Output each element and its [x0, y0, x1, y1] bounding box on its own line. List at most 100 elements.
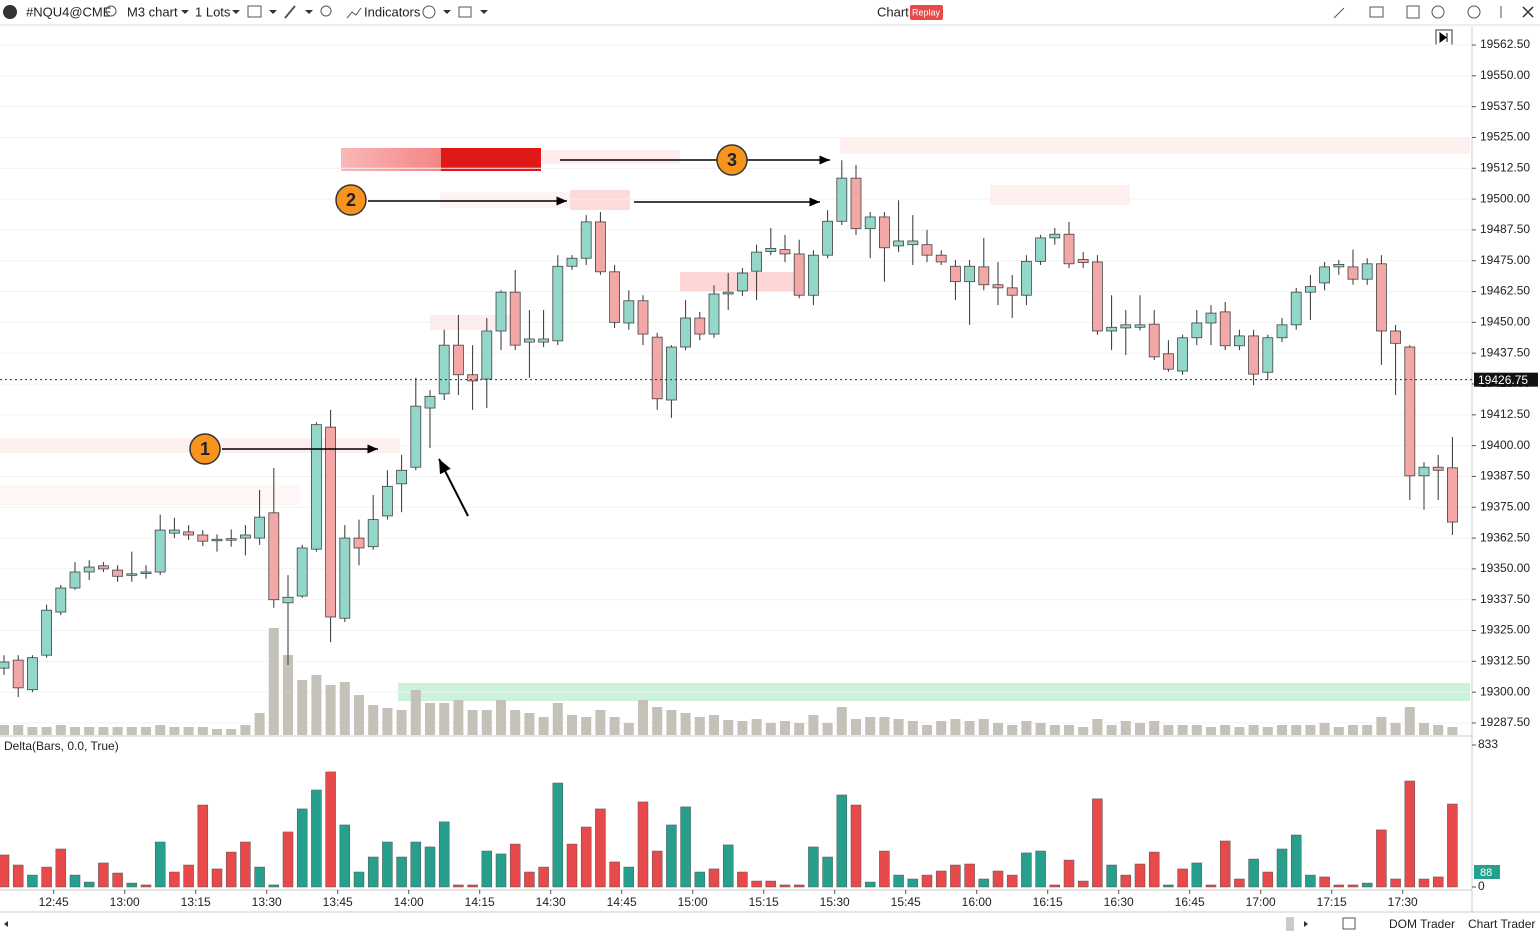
candle-body [83, 566, 95, 573]
delta-bar [296, 808, 308, 888]
window-controls[interactable] [1333, 5, 1534, 19]
candle-body [1333, 264, 1345, 268]
volume-bar [978, 719, 989, 735]
volume-bar [98, 727, 109, 735]
heatmap [0, 138, 1470, 701]
candle-body [69, 571, 81, 589]
candle-body [978, 266, 990, 286]
delta-bar [1390, 878, 1401, 888]
delta-bar [481, 850, 493, 888]
candle-body [850, 177, 862, 230]
volume-bar [808, 715, 819, 735]
draw-icon[interactable] [284, 5, 296, 19]
candle-body [1234, 335, 1245, 347]
candle-body [580, 221, 592, 259]
candle-body [1205, 312, 1217, 324]
y-tick-label: 19312.50 [1480, 654, 1530, 668]
volume-bar [510, 710, 521, 735]
candle-body [992, 284, 1004, 289]
y-tick-label: 19387.50 [1480, 469, 1530, 483]
candle-body [907, 240, 919, 246]
candle-body [623, 300, 635, 324]
current-price-box [1474, 372, 1538, 387]
y-tick-label: 19400.00 [1480, 438, 1530, 452]
volume-bar [141, 727, 151, 735]
candle-body [808, 254, 819, 296]
volume-bar [1390, 723, 1401, 735]
delta-bar [1347, 884, 1359, 888]
volume-bar [354, 695, 364, 735]
indicators-icon[interactable] [346, 7, 362, 19]
delta-bar [382, 841, 393, 888]
delta-bar [808, 846, 819, 888]
volume-bar [481, 710, 492, 735]
candle-body [98, 565, 109, 570]
volume-bar [765, 723, 776, 735]
candle-body [424, 395, 436, 409]
candle-body [481, 330, 493, 380]
symbol[interactable]: #NQU4@CME [26, 4, 112, 19]
volume-bar [851, 719, 861, 735]
dom-trader[interactable]: DOM Trader [1389, 917, 1455, 931]
x-tick-label: 15:00 [678, 895, 708, 909]
volume-bar [836, 707, 847, 735]
crosshair-icon[interactable] [422, 5, 436, 19]
delta-bar [495, 853, 507, 888]
candle-body [921, 244, 933, 256]
delta-bar [140, 884, 152, 888]
calendar-icon[interactable] [1342, 917, 1356, 930]
volume-bar [1206, 727, 1216, 735]
candle-body [1148, 323, 1160, 358]
delta-bar [0, 854, 10, 888]
candle-body [935, 254, 947, 263]
scrollbar[interactable] [1286, 917, 1294, 931]
candle-body [1120, 324, 1132, 329]
delta-bar [1106, 864, 1117, 888]
candle-body [1248, 335, 1259, 375]
y-tick-label: 19525.00 [1480, 130, 1530, 144]
template-icon[interactable] [247, 5, 262, 18]
x-tick-label: 14:30 [536, 895, 566, 909]
y-tick-label: 19437.50 [1480, 345, 1530, 359]
chart-trader[interactable]: Chart Trader [1468, 917, 1535, 931]
lots[interactable]: 1 Lots [195, 4, 231, 19]
volume-bar [1333, 727, 1344, 735]
toolbar [0, 0, 1540, 25]
delta-bar [722, 844, 734, 888]
x-tick-label: 17:15 [1317, 895, 1347, 909]
x-tick-label: 14:15 [465, 895, 495, 909]
candle-body [1092, 261, 1103, 332]
indicators[interactable]: Indicators [364, 4, 421, 19]
volume-bar [638, 700, 648, 735]
zoom-icon[interactable] [320, 5, 332, 17]
delta-bar [978, 878, 990, 888]
candle-body [112, 569, 123, 577]
candle-body [154, 529, 166, 573]
search-icon[interactable] [105, 5, 117, 17]
delta-bar [1049, 884, 1061, 888]
candle-body [864, 216, 876, 230]
delta-bar [1219, 840, 1231, 888]
y-tick-label: 19412.50 [1480, 407, 1530, 421]
candle-body [509, 291, 521, 346]
chart-type[interactable]: M3 chart [127, 4, 178, 19]
delta-bar [438, 821, 450, 888]
volume-bar [1078, 727, 1089, 735]
candle-body [964, 265, 975, 283]
x-tick-label: 15:15 [749, 895, 779, 909]
replay-text: Replay [912, 7, 941, 17]
delta-bar [112, 872, 123, 888]
annotation-label: 3 [727, 150, 737, 170]
volume-bar [879, 717, 890, 735]
layout-icon[interactable] [458, 6, 472, 18]
delta-bar [1361, 882, 1373, 888]
delta-bar [1177, 868, 1188, 888]
candle-body [893, 240, 904, 247]
x-tick-label: 13:30 [252, 895, 282, 909]
delta-bar [950, 864, 961, 888]
volume-bar [297, 680, 308, 735]
volume-bar [567, 715, 577, 735]
volume-bar [893, 719, 904, 735]
candle-body [779, 249, 791, 255]
